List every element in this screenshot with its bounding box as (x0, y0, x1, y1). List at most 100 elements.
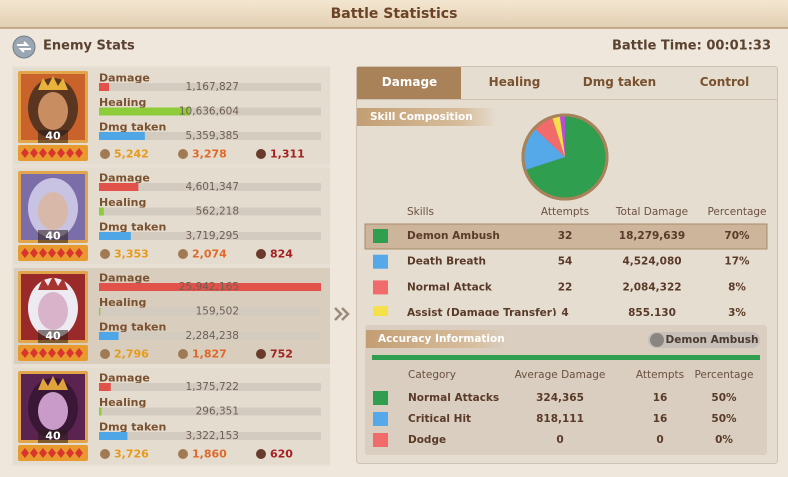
bar-track (99, 132, 321, 140)
pie-slice (534, 117, 565, 157)
level-badge (38, 430, 68, 443)
stat-icon (256, 249, 266, 259)
dropdown-icon (650, 333, 664, 347)
portrait-face (38, 292, 68, 330)
skill-cell[interactable]: Normal Attack (407, 281, 493, 293)
bar-track (99, 207, 321, 216)
skill-cell[interactable]: 22 (558, 281, 573, 293)
portrait-crown (38, 276, 68, 290)
accuracy-cell: 818,111 (536, 413, 584, 425)
stat-icon (100, 449, 110, 459)
star (48, 348, 56, 358)
hero-stat: 3,353 (114, 248, 149, 261)
accuracy-cell: Critical Hit (408, 413, 471, 425)
tab[interactable]: Healing (489, 75, 541, 89)
bar-track (99, 183, 321, 191)
hero-stat: 752 (270, 348, 293, 361)
color-swatch (373, 412, 388, 426)
portrait-face (38, 192, 68, 230)
star (39, 348, 47, 358)
stat-label: Dmg taken (99, 221, 166, 234)
skill-cell[interactable]: 4,524,080 (622, 256, 681, 268)
skill-cell[interactable]: 2,084,322 (622, 281, 681, 293)
star (21, 448, 29, 458)
star (21, 248, 29, 258)
stat-icon (256, 349, 266, 359)
skill-cell[interactable]: 70% (724, 230, 750, 242)
stat-bar (99, 107, 191, 116)
dropdown-value[interactable]: Demon Ambush (666, 334, 759, 346)
star (48, 148, 56, 158)
arrow-indicator (334, 307, 350, 321)
star (66, 248, 74, 258)
star (66, 148, 74, 158)
stat-bar (99, 407, 102, 416)
column-header: Total Damage (615, 206, 688, 218)
hero-stat: 3,726 (114, 448, 149, 461)
hero-stat: 1,827 (192, 348, 227, 361)
stat-bar (99, 183, 139, 191)
star (30, 148, 38, 158)
level-badge (38, 130, 68, 143)
skill-cell[interactable]: Demon Ambush (407, 230, 500, 242)
pie-ring (521, 113, 609, 201)
stat-bar (99, 432, 128, 440)
hero-level: 40 (45, 230, 61, 243)
skill-cell[interactable]: 855,130 (628, 307, 676, 319)
stat-value: 2,284,238 (186, 330, 239, 342)
tab[interactable]: Damage (382, 75, 437, 89)
skill-cell[interactable]: Death Breath (407, 256, 486, 268)
skill-rows: Demon Ambush 32 18,279,639 70% Death Breath 5… (364, 223, 768, 319)
hero-stat: 1,311 (270, 148, 305, 161)
tab-active (357, 67, 461, 99)
star (57, 348, 65, 358)
section-title: Skill Composition (370, 111, 473, 123)
column-header: Average Damage (515, 369, 606, 381)
pie-slice (552, 115, 565, 157)
bar-track (99, 232, 321, 240)
stat-bar (99, 207, 104, 216)
bar-track (99, 332, 321, 340)
star (57, 248, 65, 258)
skill-cell[interactable]: 32 (558, 230, 573, 242)
skill-cell[interactable]: 4 (561, 307, 568, 319)
star (75, 348, 83, 358)
column-header: Percentage (707, 206, 766, 218)
color-swatch (373, 254, 388, 269)
hero-row: 40 Damage 25,942,165 Healing 159,502 Dmg take… (14, 268, 330, 364)
header-bar (0, 0, 788, 28)
skill-cell[interactable]: 54 (558, 256, 573, 268)
hero-level: 40 (45, 330, 61, 343)
skill-dropdown[interactable] (648, 332, 760, 348)
skill-cell[interactable]: 8% (728, 281, 746, 293)
column-header: Attempts (636, 369, 684, 381)
skill-cell[interactable]: 17% (724, 256, 750, 268)
stat-bar (99, 83, 109, 91)
skill-cell[interactable]: 18,279,639 (619, 230, 685, 242)
bar-track (99, 432, 321, 440)
stat-label: Damage (99, 372, 150, 385)
hero-stat: 620 (270, 448, 293, 461)
section-strip (366, 330, 506, 348)
hero-level: 40 (45, 430, 61, 443)
star (57, 448, 65, 458)
row-highlight[interactable] (364, 223, 768, 250)
stat-label: Dmg taken (99, 121, 166, 134)
tab[interactable]: Control (700, 75, 750, 89)
enemy-icon (12, 35, 36, 59)
tab[interactable]: Dmg taken (583, 75, 656, 89)
section-title: Accuracy Information (378, 333, 505, 345)
stat-bar (99, 332, 119, 340)
stat-icon (178, 349, 188, 359)
hero-stat: 5,242 (114, 148, 149, 161)
stat-value: 3,719,295 (186, 230, 239, 242)
portrait-face (38, 92, 68, 130)
star (21, 348, 29, 358)
level-badge (38, 330, 68, 343)
stat-label: Dmg taken (99, 321, 166, 334)
bar-track (99, 107, 321, 116)
skill-cell[interactable]: Assist (Damage Transfer) (407, 307, 557, 319)
skill-cell[interactable]: 3% (728, 307, 746, 319)
